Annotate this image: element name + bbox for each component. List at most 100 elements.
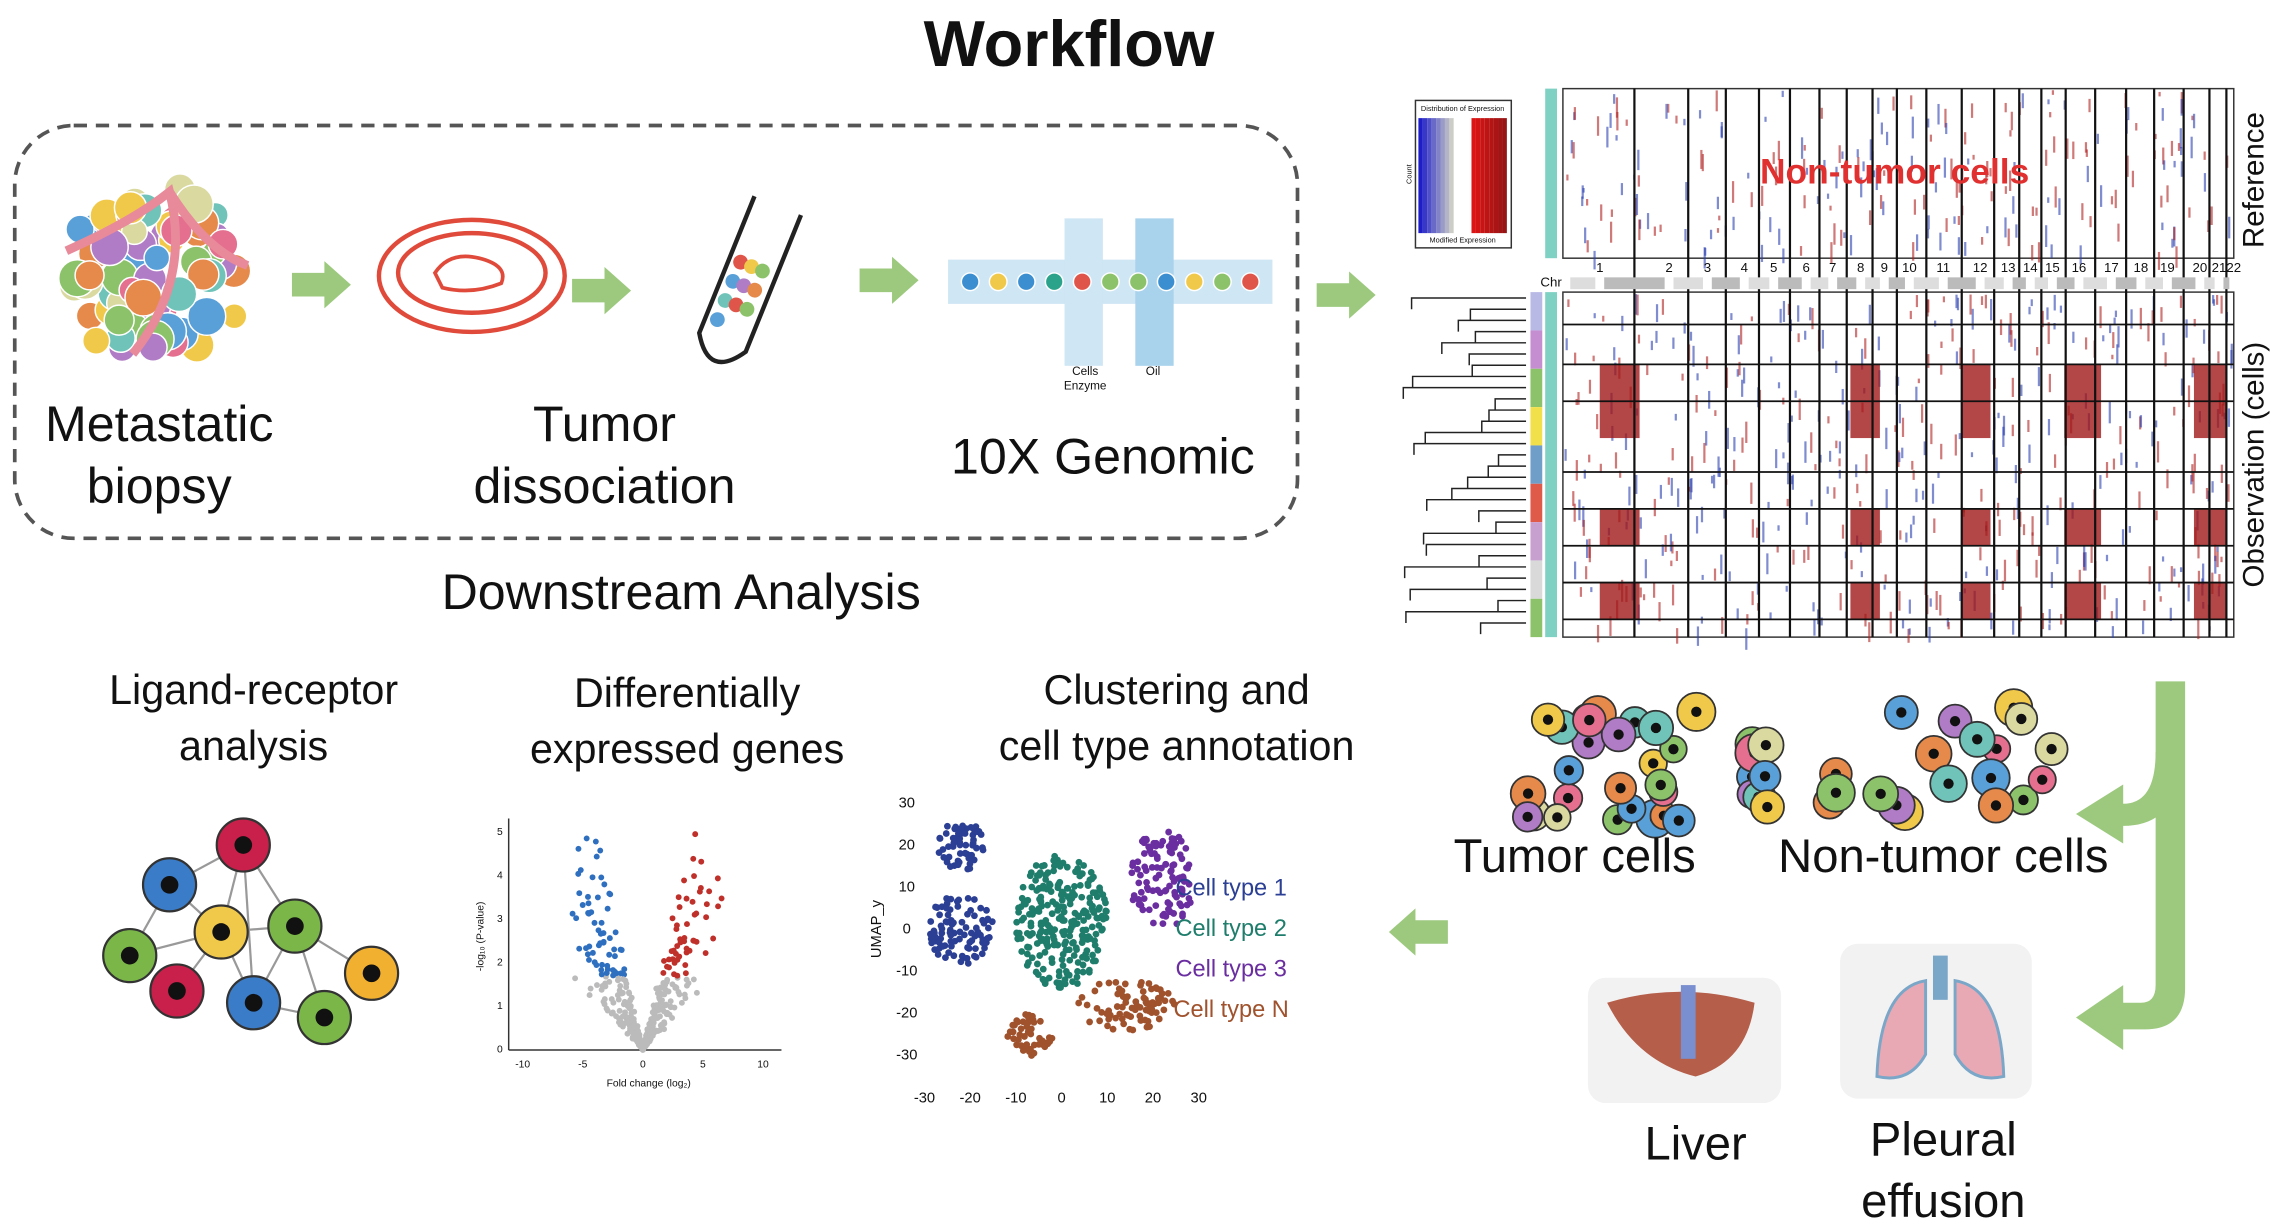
nucleus [1563,765,1574,776]
point [1055,860,1063,867]
point [656,995,663,1002]
dish [376,217,567,335]
point [690,855,697,862]
heat-cell [2115,598,2118,621]
heat-cell [1989,168,1992,177]
point [979,846,987,854]
heat-cell [2179,295,2183,308]
point [1148,864,1156,871]
point [939,846,947,853]
heat-cell [2048,624,2051,631]
nucleus [160,875,179,894]
point [964,895,972,902]
point [591,919,598,926]
heat-cell [2059,497,2062,511]
channel [1135,218,1174,366]
heat-cell [2135,122,2138,131]
heat-cell [2187,385,2191,408]
heat-cell [1794,390,1797,398]
heat-cell [1839,592,1842,611]
legend-band [1422,118,1428,234]
legend-band [1498,118,1503,234]
point [1166,908,1174,916]
point [1028,883,1036,891]
droplet [1016,272,1036,292]
point [942,830,950,837]
heat-cell [2084,337,2088,350]
heat-cell [2156,441,2160,463]
heat-cell [2031,244,2034,261]
heat-cell [2028,444,2031,463]
heat-cell [1583,469,1586,479]
point [606,951,613,958]
point [611,953,618,960]
heat-cell [1944,108,1947,128]
point [1091,987,1099,995]
heat-cell [1695,394,1698,413]
heat-cell [1955,351,1959,364]
heat-cell [2031,206,2034,216]
bead [747,282,763,298]
heat-cell [1843,232,1846,239]
heat-cell [1637,175,1640,187]
point [1098,1008,1106,1016]
heat-cell [2214,555,2217,574]
legend-band [1449,118,1454,234]
heat-cell [1755,527,1759,538]
heat-cell [1849,235,1853,256]
point [956,850,964,857]
heat-cell [1582,519,1585,536]
heat-cell [2004,217,2007,238]
point [691,911,698,918]
point [1063,970,1071,978]
point [977,831,985,838]
point [667,998,674,1005]
nucleus [120,946,139,965]
heat-cell [2161,556,2165,562]
point [614,977,621,984]
chromosome-band [1673,277,1703,290]
point [671,1004,678,1011]
heat-cell [1835,440,1838,449]
chromosome-band [1913,277,1939,290]
nucleus [1613,729,1624,740]
heat-cell [2056,546,2059,565]
arrow [1316,271,1376,319]
point [936,911,943,919]
chromosome-label: 11 [1936,260,1950,275]
heat-cell [1593,313,1596,319]
heat-cell [1911,460,1914,470]
droplet [1184,272,1204,292]
chromosome-band [1604,277,1665,290]
nucleus [168,982,186,1000]
y-tick-label: 1 [497,1001,503,1012]
label: cell type annotation [999,723,1355,769]
point [660,970,667,976]
heat-cell [1898,452,1901,463]
heat-cell [1838,458,1841,467]
heat-cell [1955,179,1958,198]
heat-cell [1639,517,1642,529]
chromosome-label: 17 [2104,260,2119,275]
point [1066,932,1074,940]
heat-cell [1923,441,1926,456]
point [702,950,709,956]
heat-cell [2128,526,2131,533]
heat-cell [1840,229,1843,246]
point [1099,915,1107,923]
point [1017,1025,1025,1033]
heat-cell [1954,434,1957,456]
point [1123,1011,1130,1018]
heat-cell [2114,189,2117,209]
point [1178,887,1186,895]
point [1179,912,1186,920]
point [615,996,622,1003]
heat-cell [1945,122,1948,135]
chromosome-band [2171,277,2196,290]
nucleus [1759,771,1771,782]
heat-cell [1672,337,1675,349]
reference-label: Reference [2238,112,2271,248]
point [1096,1017,1104,1025]
point [635,1037,642,1044]
heat-cell [2036,346,2039,356]
